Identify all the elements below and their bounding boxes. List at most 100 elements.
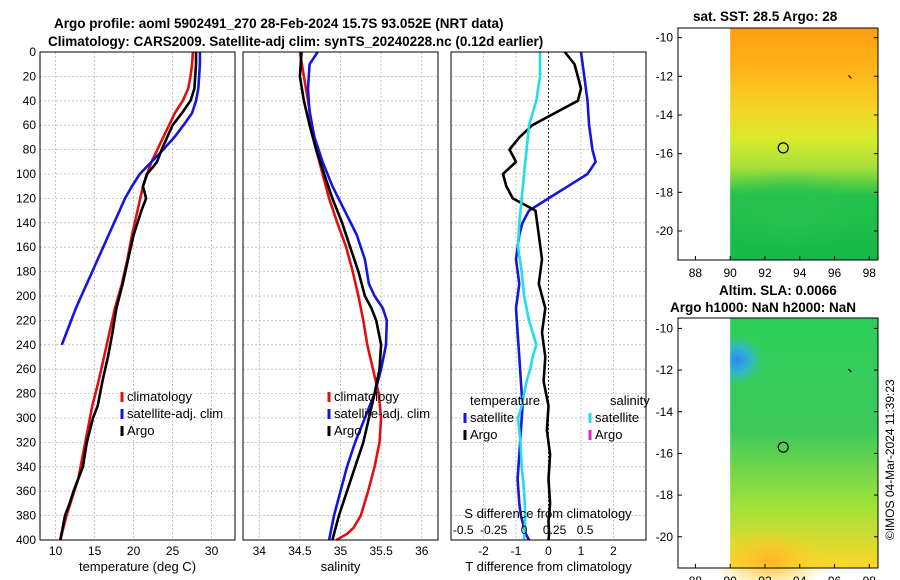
- y-tick-label: 200: [16, 289, 36, 303]
- map-no-data: [678, 28, 731, 260]
- map-x-tick-label: 98: [863, 266, 877, 280]
- x-axis-label: T difference from climatology: [465, 559, 632, 574]
- series-line-s-satellite: [516, 52, 542, 541]
- salinity-diff-tick-label: 0: [521, 523, 528, 537]
- x-tick-label: 1: [578, 544, 585, 558]
- x-tick-label: 20: [127, 544, 141, 558]
- legend-label: climatology: [334, 389, 400, 404]
- series-line-argo: [59, 52, 198, 541]
- map-y-tick-label: -10: [656, 31, 674, 45]
- series-line-argo: [298, 51, 383, 541]
- temperature-panel: 10 15 20 25 30020406080100120140160180200220…: [16, 45, 236, 574]
- y-tick-label: 280: [16, 387, 36, 401]
- sla-map-title-line2: Argo h1000: NaN h2000: NaN: [670, 300, 856, 315]
- y-tick-label: 60: [23, 118, 37, 132]
- x-axis-label: temperature (deg C): [79, 559, 196, 574]
- map-y-tick-label: -12: [656, 69, 674, 83]
- difference-panel: -2 -1 0 1 2T difference from climatology S di…: [450, 51, 650, 574]
- x-tick-label: 10: [49, 544, 63, 558]
- x-tick-label: 15: [88, 544, 102, 558]
- x-tick-label: 36: [415, 544, 429, 558]
- plot-frame: [450, 51, 647, 541]
- legend-label: climatology: [127, 389, 193, 404]
- map-x-tick-label: 90: [723, 574, 737, 580]
- imos-timestamp: ©IMOS 04-Mar-2024 11:39:23: [883, 379, 897, 540]
- sst-cool-patch: [710, 170, 870, 250]
- plot-frame: [242, 51, 439, 541]
- y-tick-label: 380: [16, 509, 36, 523]
- x-tick-label: -1: [511, 544, 522, 558]
- y-tick-label: 400: [16, 533, 36, 547]
- series-line-satellite-adj-clim: [60, 52, 202, 346]
- y-tick-label: 20: [23, 69, 37, 83]
- y-tick-label: 80: [23, 143, 37, 157]
- x-tick-label: 34.5: [288, 544, 312, 558]
- y-tick-label: 220: [16, 313, 36, 327]
- salinity-panel: 34 34.5 35 35.5 36 salinity climatology satelli…: [242, 51, 439, 574]
- map-y-tick-label: -16: [656, 147, 674, 161]
- y-tick-label: 40: [23, 94, 37, 108]
- legend-label: Argo: [334, 423, 361, 438]
- legend-label: satellite-adj. clim: [334, 406, 430, 421]
- figure-title-line2: Climatology: CARS2009. Satellite-adj cli…: [48, 34, 543, 49]
- argo-location-marker: [777, 142, 789, 154]
- map-y-tick-label: -14: [656, 108, 674, 122]
- map-x-tick-label: 88: [689, 574, 703, 580]
- map-y-tick-label: -18: [656, 488, 674, 502]
- map-x-tick-label: 98: [863, 574, 877, 580]
- map-frame: [677, 317, 879, 569]
- map-x-tick-label: 96: [828, 266, 842, 280]
- salinity-diff-tick-label: -0.25: [480, 523, 508, 537]
- legend-label: Argo: [595, 427, 622, 442]
- map-y-tick-label: -16: [656, 446, 674, 460]
- x-tick-label: -2: [478, 544, 489, 558]
- map-x-tick-label: 90: [723, 266, 737, 280]
- x-tick-label: 35.5: [369, 544, 393, 558]
- y-tick-label: 100: [16, 167, 36, 181]
- map-x-tick-label: 92: [758, 574, 772, 580]
- sla-map-title-line1: Altim. SLA: 0.0066: [719, 283, 837, 298]
- map-x-tick-label: 92: [758, 266, 772, 280]
- legend-label: Argo: [470, 427, 497, 442]
- map-y-tick-label: -18: [656, 185, 674, 199]
- map-y-tick-label: -14: [656, 405, 674, 419]
- figure-title-line1: Argo profile: aoml 5902491_270 28-Feb-20…: [54, 16, 503, 31]
- legend-label: Argo: [127, 423, 154, 438]
- salinity-diff-tick-label: -0.5: [453, 523, 474, 537]
- plot-frame: [39, 51, 236, 541]
- y-tick-label: 340: [16, 460, 36, 474]
- x-tick-label: 34: [253, 544, 267, 558]
- x-tick-label: 2: [610, 544, 617, 558]
- y-tick-label: 300: [16, 411, 36, 425]
- y-tick-label: 0: [29, 45, 36, 59]
- series-line-satellite-adj-clim: [306, 51, 389, 541]
- salinity-diff-tick-label: 0.25: [543, 523, 567, 537]
- legend-label: satellite: [470, 410, 514, 425]
- series-line-t-argo: [501, 51, 583, 541]
- map-y-tick-label: -20: [656, 224, 674, 238]
- series-line-t-satellite: [514, 51, 597, 541]
- y-tick-label: 260: [16, 362, 36, 376]
- map-frame: [677, 27, 879, 261]
- legend-heading-salinity: salinity: [610, 393, 650, 408]
- x-tick-label: 35: [334, 544, 348, 558]
- island-marker: [848, 74, 852, 79]
- sla-map: 88 90 92 94 96 98 -10 -12 -14 -16 -18 -20: [656, 317, 879, 580]
- argo-location-marker: [777, 441, 789, 453]
- map-y-tick-label: -10: [656, 321, 674, 335]
- map-x-tick-label: 96: [828, 574, 842, 580]
- y-tick-label: 140: [16, 216, 36, 230]
- x-axis-label: salinity: [321, 559, 361, 574]
- map-y-tick-label: -20: [656, 530, 674, 544]
- map-no-data: [678, 318, 731, 568]
- map-y-tick-label: -12: [656, 363, 674, 377]
- legend-heading-temperature: temperature: [470, 393, 540, 408]
- legend-label: satellite: [595, 410, 639, 425]
- y-tick-label: 320: [16, 435, 36, 449]
- y-tick-label: 160: [16, 240, 36, 254]
- x-tick-label: 25: [166, 544, 180, 558]
- sst-map-title: sat. SST: 28.5 Argo: 28: [693, 9, 838, 24]
- map-x-tick-label: 94: [793, 574, 807, 580]
- x-tick-label: 30: [205, 544, 219, 558]
